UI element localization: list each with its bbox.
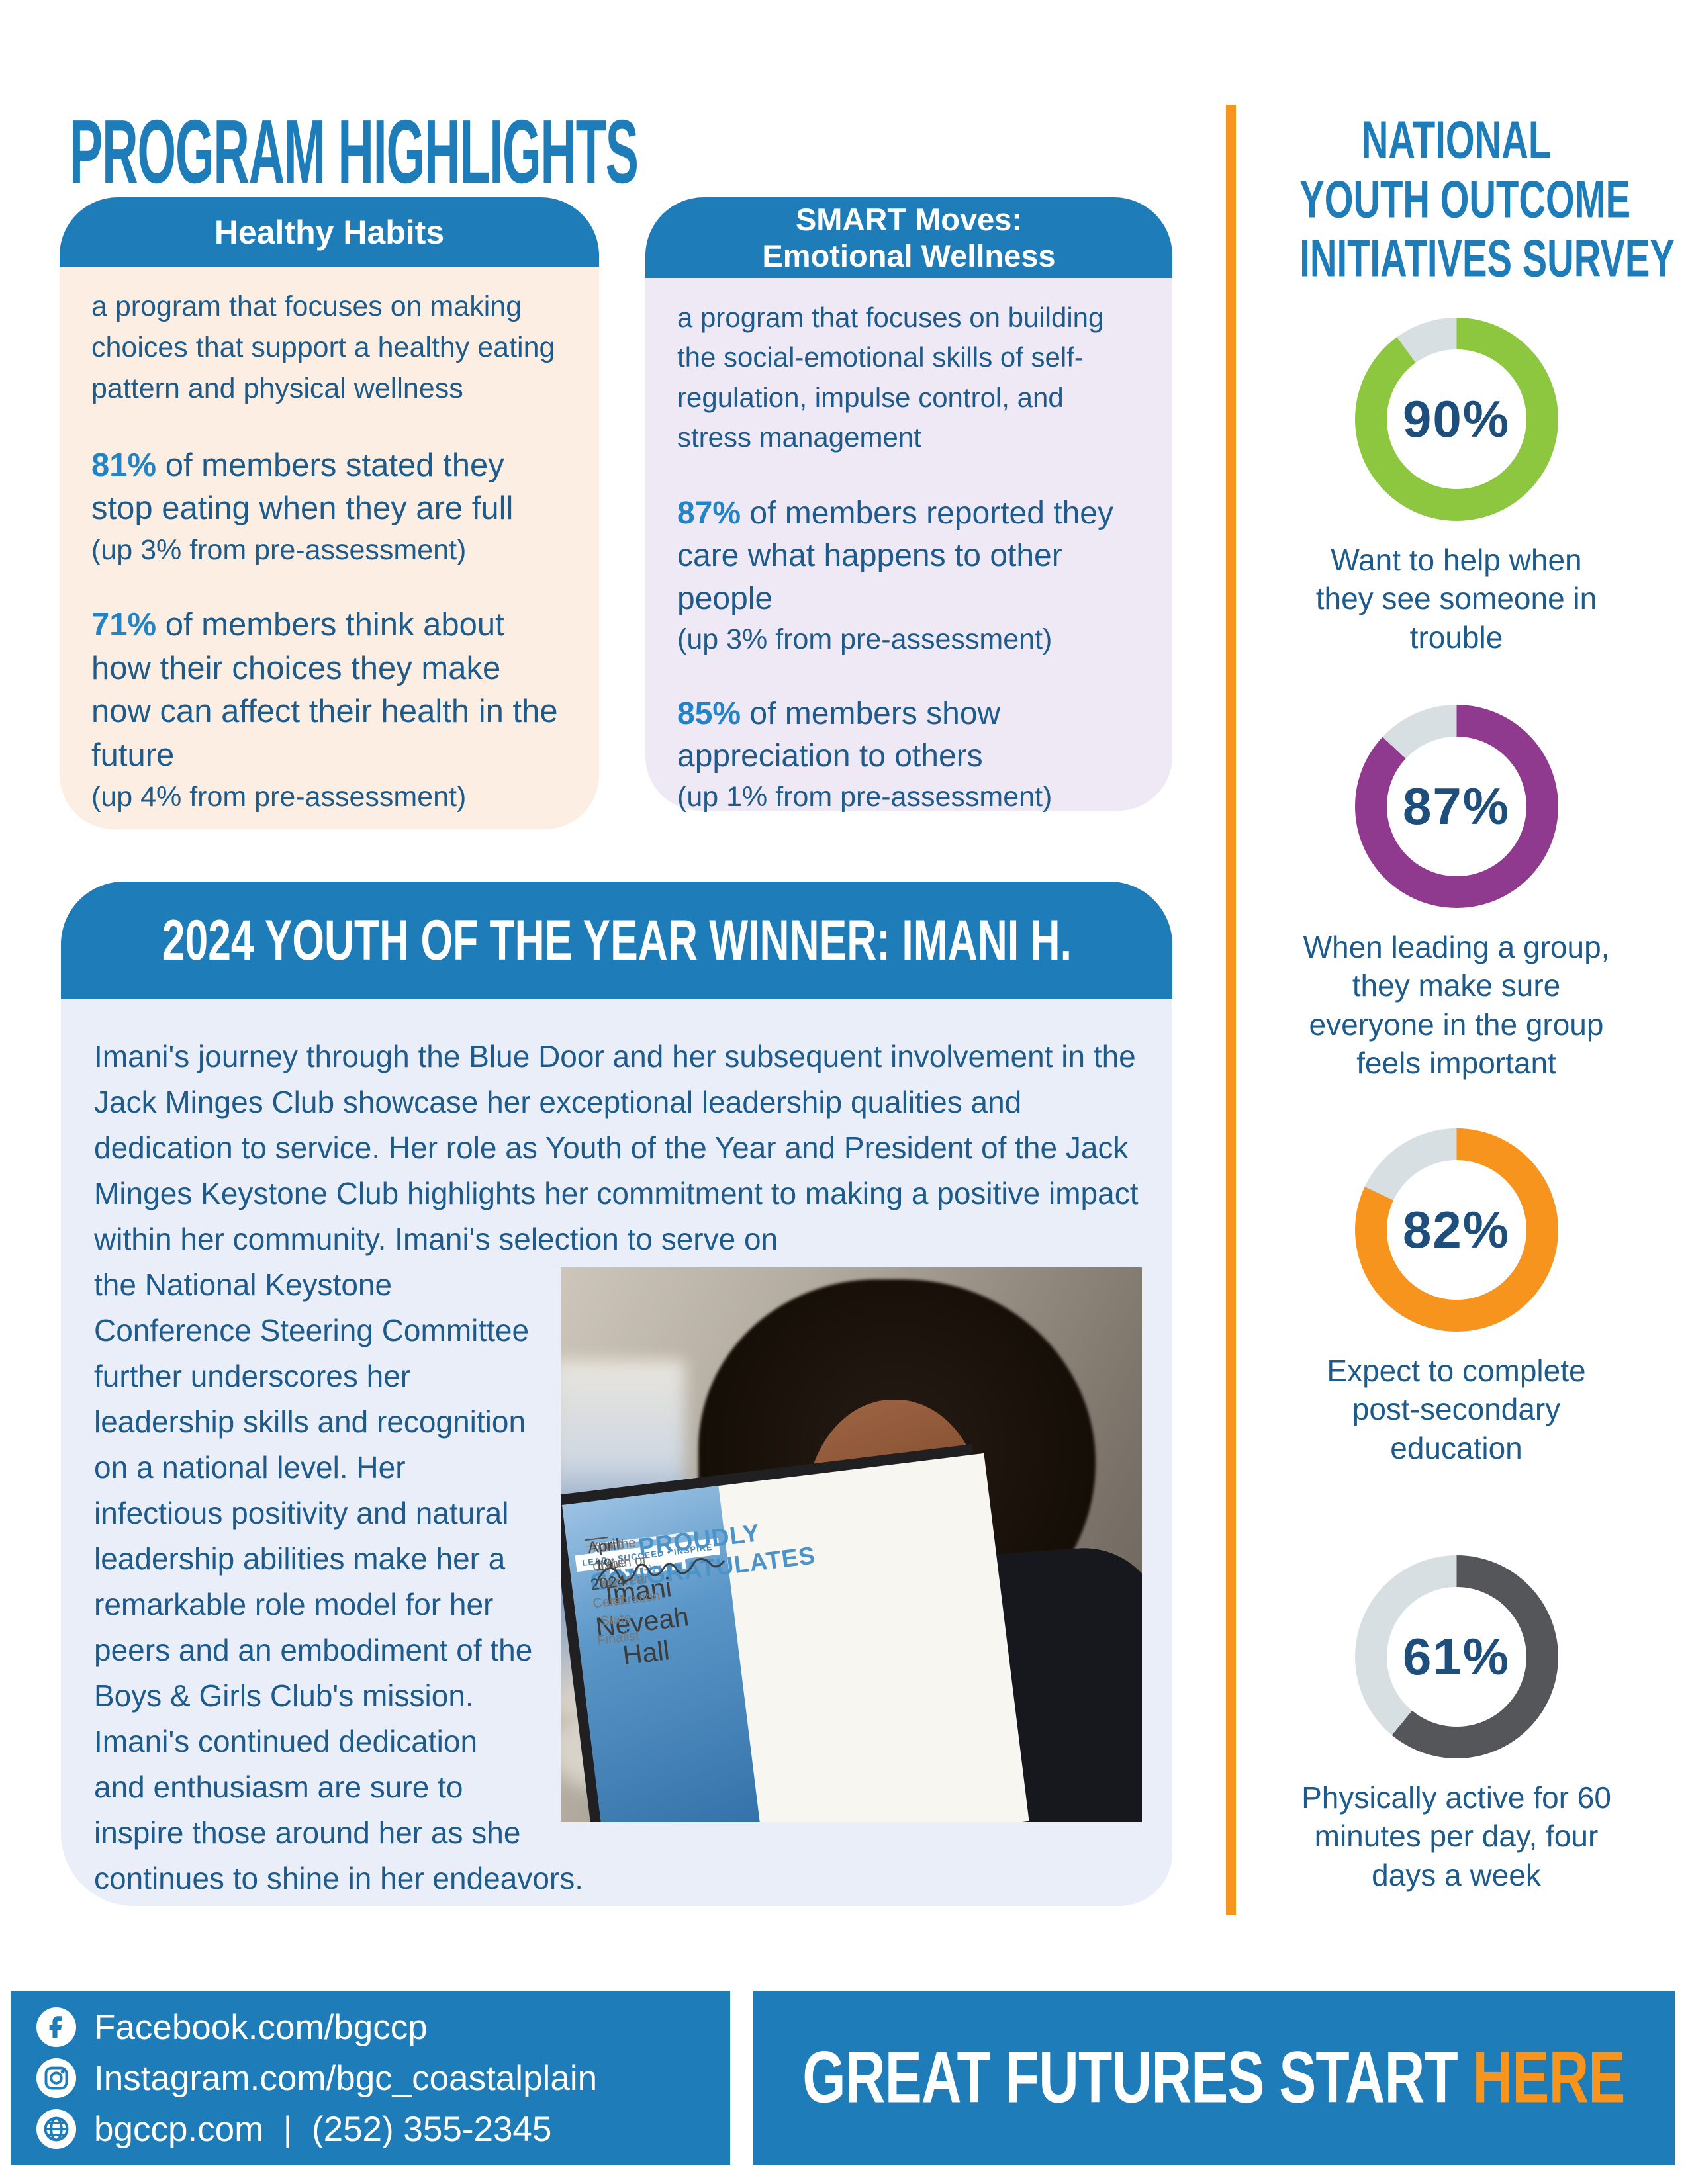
slogan-white: GREAT FUTURES START (802, 2037, 1473, 2118)
certificate: BOYS & GIRLS CLUBS OF AMERICA YOUTH OF T… (562, 1453, 1029, 1822)
smart-moves-body: a program that focuses on building the s… (645, 278, 1172, 813)
smart-moves-card: SMART Moves: Emotional Wellness a progra… (645, 197, 1172, 813)
stat-note: (up 4% from pre-assessment) (91, 780, 467, 813)
stat-line: 81% of members stated they stop eating w… (91, 444, 567, 531)
stat-text: of members show appreciation to others (677, 696, 1001, 774)
social-text: Instagram.com/bgc_coastalplain (94, 2058, 598, 2098)
story-paragraph: Imani's journey through the Blue Door an… (94, 1039, 1139, 1256)
social-text: bgccp.com | (252) 355-2345 (94, 2109, 552, 2149)
youth-of-the-year-card: 2024 YOUTH OF THE YEAR WINNER: IMANI H. … (61, 882, 1172, 1906)
donut-caption: Want to help when they see someone in tr… (1315, 543, 1597, 655)
card-title-line: SMART Moves: (795, 201, 1023, 237)
stat-line: 71% of members think about how their cho… (91, 604, 567, 778)
social-footer: Facebook.com/bgccp Instagram.com/bgc_coa… (11, 1991, 730, 2165)
donut-value: 87% (1402, 777, 1511, 835)
donut-caption: Physically active for 60 minutes per day… (1301, 1780, 1611, 1892)
stat-note: (up 3% from pre-assessment) (91, 534, 467, 567)
donut-caption: When leading a group, they make sure eve… (1303, 930, 1610, 1081)
survey-title: NATIONAL YOUTH OUTCOME INITIATIVES SURVE… (1244, 109, 1675, 289)
story-paragraph: the National Keystone Conference Steerin… (94, 1267, 584, 1895)
donut-value: 61% (1402, 1627, 1511, 1686)
survey-title-line: INITIATIVES SURVEY (1299, 229, 1675, 289)
stat-line: 87% of members reported they care what h… (677, 492, 1141, 620)
healthy-habits-body: a program that focuses on making choices… (60, 267, 599, 829)
program-description: a program that focuses on making choices… (91, 291, 555, 404)
orange-divider (1226, 105, 1236, 1915)
stat-line: 85% of members show appreciation to othe… (677, 693, 1141, 778)
stat-value: 71% (91, 606, 157, 643)
story-header: 2024 YOUTH OF THE YEAR WINNER: IMANI H. (61, 882, 1172, 999)
stat-note: (up 1% from pre-assessment) (677, 781, 1053, 813)
donut-caption: Expect to complete post-secondary educat… (1327, 1353, 1586, 1465)
donut-value: 82% (1402, 1201, 1511, 1259)
social-row-instagram: Instagram.com/bgc_coastalplain (36, 2058, 705, 2099)
card-title-line: Emotional Wellness (762, 238, 1056, 273)
program-description: a program that focuses on building the s… (677, 302, 1104, 453)
stat-value: 81% (91, 447, 157, 483)
stat-note: (up 3% from pre-assessment) (677, 623, 1053, 655)
story-title: 2024 YOUTH OF THE YEAR WINNER: IMANI H. (162, 908, 1072, 972)
healthy-habits-card: Healthy Habits a program that focuses on… (60, 197, 599, 829)
survey-title-line: NATIONAL (1361, 111, 1552, 170)
card-title: Healthy Habits (214, 213, 445, 251)
donut-chart-82: 82% (1354, 1128, 1558, 1332)
donut-chart-90: 90% (1354, 318, 1558, 521)
certificate-signature (588, 1545, 730, 1595)
instagram-icon (36, 2058, 77, 2099)
survey-stat-education: 82% Expect to complete post-secondary ed… (1244, 1128, 1668, 1467)
stat-value: 85% (677, 696, 741, 731)
stat-text: of members think about how their choices… (91, 606, 558, 773)
social-row-website: bgccp.com | (252) 355-2345 (36, 2109, 705, 2150)
social-row-facebook: Facebook.com/bgccp (36, 2007, 705, 2048)
stat-value: 87% (677, 495, 741, 531)
slogan-text: GREAT FUTURES START HERE (802, 2036, 1626, 2120)
stat-text: of members reported they care what happe… (677, 495, 1113, 616)
page-title: PROGRAM HIGHLIGHTS (70, 101, 639, 203)
certificate-text-area: PROUDLY CONGRATULATES Imani Neveah Hall … (562, 1500, 817, 1670)
social-text: Facebook.com/bgccp (94, 2007, 428, 2047)
healthy-habits-header: Healthy Habits (60, 197, 599, 267)
donut-value: 90% (1402, 390, 1511, 448)
winner-photo: BOYS & GIRLS CLUBS OF AMERICA YOUTH OF T… (561, 1267, 1142, 1822)
certificate-date: April 19, 2024 (586, 1535, 627, 1594)
certificate-frame: BOYS & GIRLS CLUBS OF AMERICA YOUTH OF T… (561, 1443, 1029, 1822)
smart-moves-header: SMART Moves: Emotional Wellness (645, 197, 1172, 278)
globe-icon (36, 2109, 77, 2150)
donut-chart-61: 61% (1354, 1555, 1558, 1758)
survey-stat-leading: 87% When leading a group, they make sure… (1244, 705, 1668, 1083)
survey-stat-active: 61% Physically active for 60 minutes per… (1244, 1555, 1668, 1894)
slogan-banner: GREAT FUTURES START HERE (753, 1991, 1675, 2165)
survey-title-line: YOUTH OUTCOME (1299, 169, 1631, 230)
stat-text: of members stated they stop eating when … (91, 447, 514, 527)
survey-stat-help: 90% Want to help when they see someone i… (1244, 318, 1668, 657)
slogan-highlight: HERE (1472, 2037, 1626, 2118)
story-body: Imani's journey through the Blue Door an… (61, 999, 1172, 1906)
facebook-icon (36, 2007, 77, 2048)
donut-chart-87: 87% (1354, 705, 1558, 908)
